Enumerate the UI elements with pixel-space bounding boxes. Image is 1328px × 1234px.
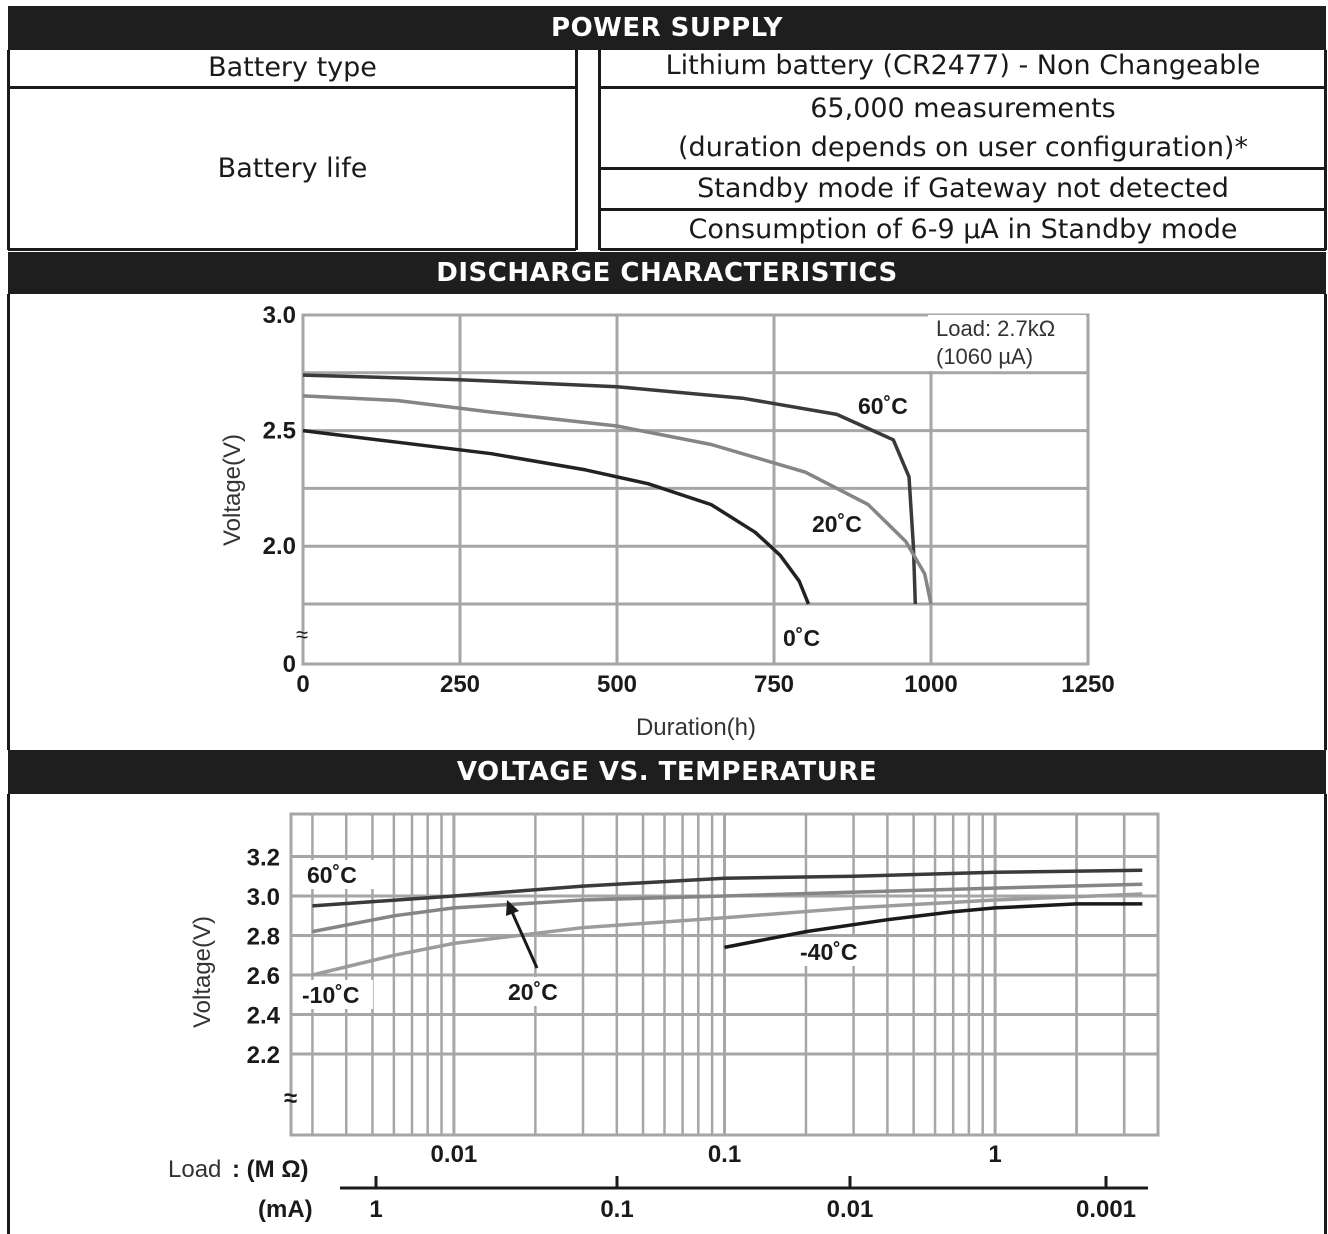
discharge-xtick-label: 1000 (904, 671, 957, 698)
discharge-xtick-label: 0 (296, 671, 309, 698)
vt-series-label: -10˚C (302, 982, 360, 1008)
vt-series-label: 20˚C (508, 979, 558, 1005)
vt-series-line (311, 892, 1143, 977)
section-border-right (1324, 794, 1327, 1234)
discharge-series-line (302, 373, 918, 605)
vt-series-label-bg (304, 860, 378, 889)
vt-load-label: Load (168, 1156, 221, 1183)
power-supply-header: POWER SUPPLY (8, 6, 1326, 50)
battery-life-value-line2: (duration depends on user configuration)… (678, 131, 1248, 163)
vt-20c-pointer-arrowhead (506, 900, 519, 916)
battery-life-label: Battery life (217, 152, 368, 184)
discharge-ylabel: Voltage(V) (219, 434, 246, 546)
vt-ylabel: Voltage(V) (189, 916, 216, 1028)
table-row-line (8, 86, 576, 89)
battery-type-label: Battery type (208, 52, 377, 83)
vt-axis-break: ≈ (284, 1085, 297, 1112)
discharge-xtick-label: 1250 (1061, 671, 1114, 698)
vt-xtick-label: 1 (988, 1141, 1001, 1168)
discharge-xtick-label: 500 (597, 671, 637, 698)
discharge-series-label: 60˚C (858, 393, 908, 419)
vt-series-label: 60˚C (307, 862, 357, 888)
table-row-line (600, 167, 1326, 170)
vt-series-line (312, 882, 1143, 934)
vt-ytick-label: 2.4 (247, 1003, 281, 1030)
discharge-labels: 0 250 500 750 1000 1250 0 2.0 2.5 3.0 60˚C 20˚C 0˚C (263, 302, 1115, 698)
discharge-grid (301, 313, 1090, 666)
discharge-series-label: 0˚C (783, 625, 820, 651)
table-row-line (600, 86, 1326, 89)
section-border-right (1324, 294, 1327, 750)
discharge-xlabel: Duration(h) (636, 714, 756, 741)
vt-series (311, 868, 1143, 977)
battery-type-value: Lithium battery (CR2477) - Non Changeabl… (665, 50, 1261, 81)
vt-ma-tick-label: 1 (369, 1196, 382, 1223)
discharge-axis-break: ≈ (296, 622, 308, 647)
load-annotation-line2: (1060 µA) (936, 344, 1033, 369)
table-row-line (600, 248, 1326, 251)
discharge-series (302, 373, 933, 605)
discharge-series-label: 20˚C (812, 511, 862, 537)
discharge-series-label-bg (779, 624, 841, 652)
vt-ytick-label: 3.0 (247, 884, 280, 911)
section-border-left (7, 294, 10, 750)
table-border-right (1324, 50, 1327, 250)
vt-ytick-label: 2.2 (247, 1042, 280, 1069)
vt-series-label-bg (797, 937, 871, 966)
discharge-chart: Load: 2.7kΩ (1060 µA) 0 250 500 750 1000 1250… (219, 302, 1115, 741)
discharge-xtick-label: 250 (440, 671, 480, 698)
vt-20c-pointer-arrow (510, 911, 539, 969)
vt-series-line (312, 868, 1143, 908)
discharge-ytick-label: 2.5 (263, 418, 296, 445)
vt-series-label-bg (505, 977, 579, 1006)
discharge-ytick-label: 2.0 (263, 533, 296, 560)
discharge-ytick-label: 3.0 (263, 302, 296, 329)
load-annotation-box (928, 315, 1086, 371)
standby-mode-value: Standby mode if Gateway not detected (697, 173, 1229, 204)
vt-series-label-bg (299, 980, 373, 1009)
vt-xtick-label: 0.1 (708, 1141, 741, 1168)
table-divider-2 (598, 50, 601, 250)
table-row-line (600, 208, 1326, 211)
discharge-series-label-bg (854, 392, 916, 420)
discharge-xtick-label: 750 (754, 671, 794, 698)
standby-consumption-value: Consumption of 6-9 µA in Standby mode (688, 213, 1238, 245)
vt-ma-tick-label: 0.01 (827, 1196, 874, 1223)
discharge-series-line (302, 428, 811, 605)
vt-ytick-label: 2.6 (247, 963, 280, 990)
discharge-header: DISCHARGE CHARACTERISTICS (8, 252, 1326, 294)
discharge-series-line (302, 394, 933, 605)
vt-ma-ticks: 1 0.1 0.01 0.001 (369, 1176, 1136, 1223)
table-row-line (8, 248, 576, 251)
vt-ytick-label: 3.2 (247, 845, 280, 872)
vt-ytick-label: 2.8 (247, 924, 280, 951)
discharge-series-label-bg (808, 510, 870, 538)
vt-ma-tick-label: 0.1 (600, 1196, 633, 1223)
voltage-temperature-header: VOLTAGE VS. TEMPERATURE (8, 750, 1326, 794)
voltage-temperature-chart: 2.2 2.4 2.6 2.8 3.0 3.2 0.01 0.1 1 60˚C 20˚C -10˚C -… (168, 812, 1160, 1223)
vt-mohm-label: : (M Ω) (232, 1156, 309, 1183)
section-border-left (7, 794, 10, 1234)
table-divider-1 (575, 50, 578, 250)
discharge-ytick-label: 0 (283, 651, 296, 678)
vt-xtick-label: 0.01 (431, 1141, 478, 1168)
vt-series-label: -40˚C (800, 939, 858, 965)
battery-life-value-line1: 65,000 measurements (810, 92, 1116, 124)
vt-labels: 2.2 2.4 2.6 2.8 3.0 3.2 0.01 0.1 1 60˚C 20˚C -10˚C -… (247, 845, 1002, 1169)
table-border-left (7, 50, 10, 250)
vt-grid (289, 812, 1160, 1137)
load-annotation-line1: Load: 2.7kΩ (936, 316, 1055, 341)
vt-ma-label: (mA) (258, 1196, 313, 1223)
vt-series-line (724, 902, 1143, 950)
vt-ma-tick-label: 0.001 (1076, 1196, 1136, 1223)
